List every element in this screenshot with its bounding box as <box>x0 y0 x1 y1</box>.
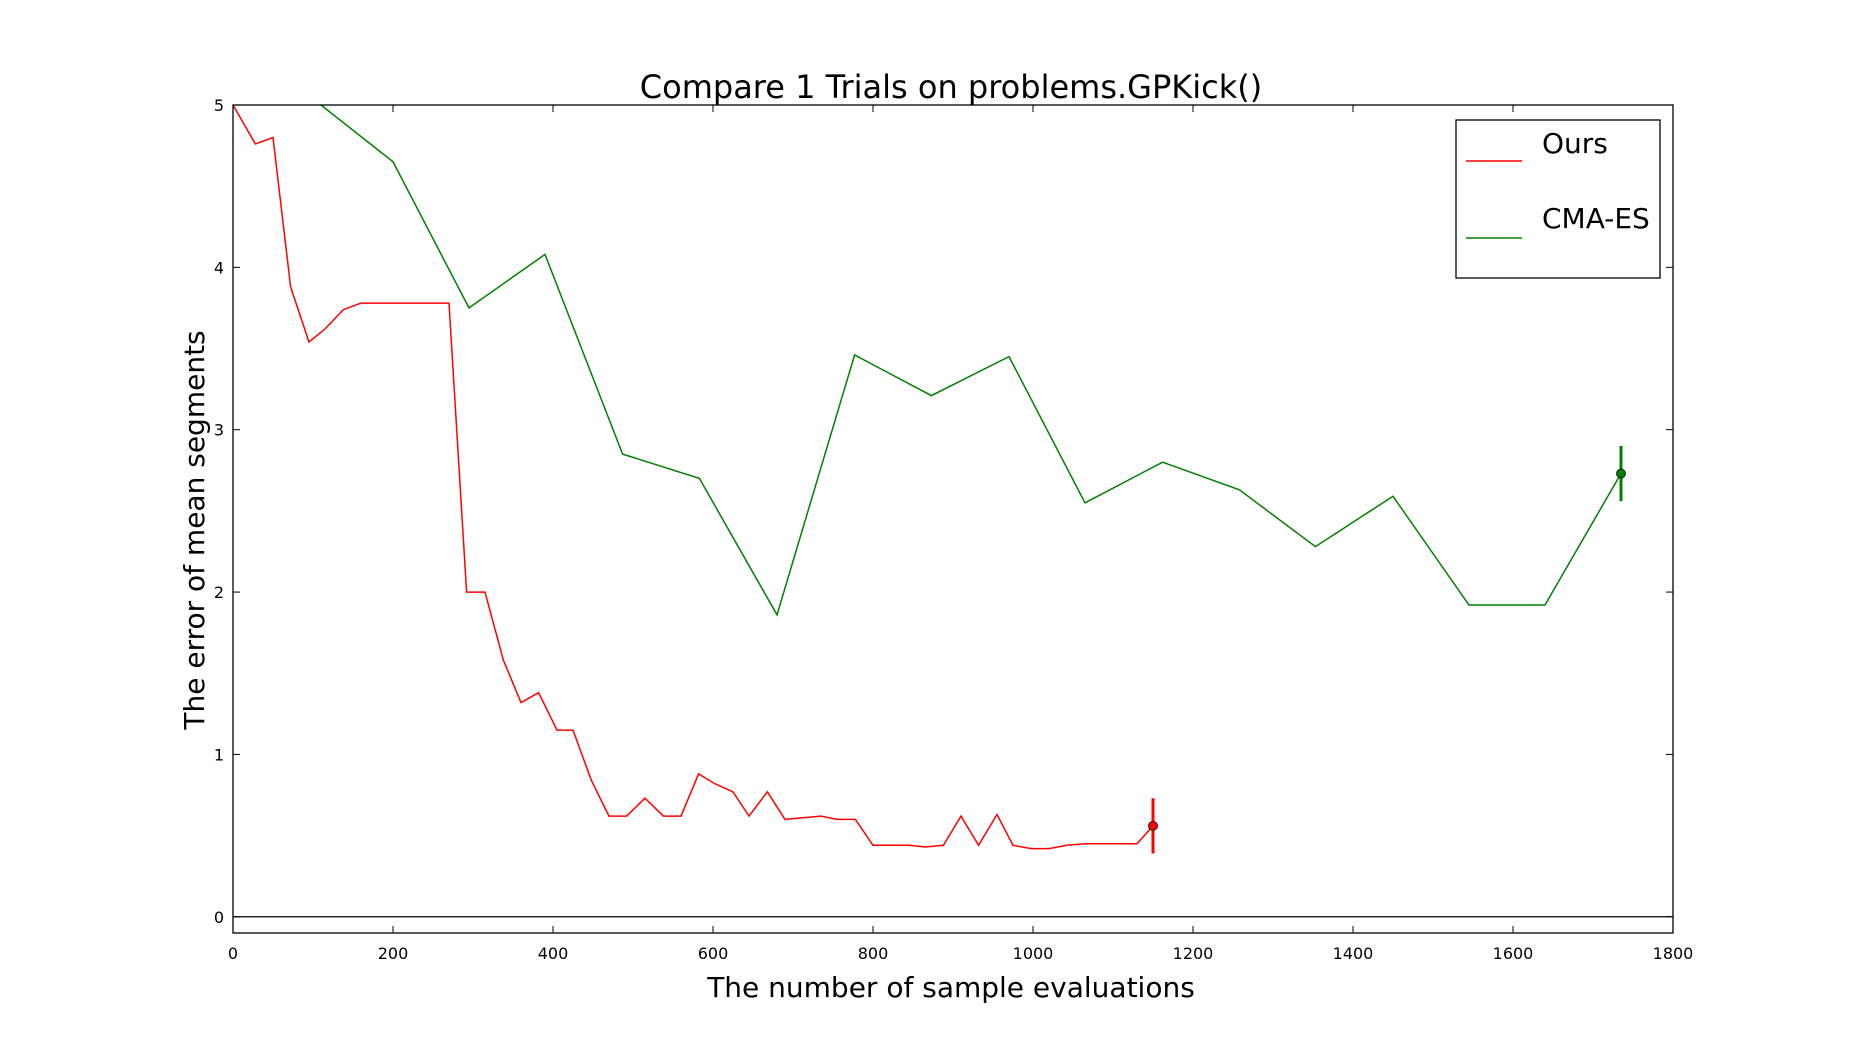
y-tick-label: 1 <box>214 745 224 764</box>
plot-area: 0 200 400 600 800 1000 1200 1400 1600 1800 0 1 2 3 4 5 <box>214 96 1694 963</box>
y-tick-label: 2 <box>214 583 224 602</box>
y-tick-label: 4 <box>214 258 224 277</box>
x-tick-label: 1600 <box>1493 944 1534 963</box>
legend-label-ours: Ours <box>1542 127 1608 160</box>
end-point-cma-es <box>1616 468 1626 479</box>
x-tick-label: 0 <box>228 944 238 963</box>
y-tick-label: 5 <box>214 96 224 115</box>
legend-box <box>1455 119 1661 279</box>
legend-label-cma-es: CMA-ES <box>1542 202 1650 235</box>
series-line-cma-es <box>320 105 1622 617</box>
x-tick-label: 1400 <box>1333 944 1374 963</box>
y-tick-label: 3 <box>214 421 224 440</box>
legend: Ours CMA-ES <box>1455 119 1661 279</box>
series-line-ours <box>233 105 1154 850</box>
ticks-layer: 0 200 400 600 800 1000 1200 1400 1600 1800 0 1 2 3 4 5 <box>214 96 1694 963</box>
y-tick-label: 0 <box>214 908 224 927</box>
x-tick-label: 400 <box>538 944 569 963</box>
x-tick-label: 1200 <box>1173 944 1214 963</box>
x-tick-label: 200 <box>378 944 409 963</box>
plot-frame <box>232 104 1674 934</box>
x-tick-label: 600 <box>698 944 729 963</box>
end-point-ours <box>1148 820 1158 831</box>
x-tick-label: 1000 <box>1013 944 1054 963</box>
series-layer <box>233 105 1622 850</box>
chart-title: Compare 1 Trials on problems.GPKick() <box>640 68 1262 106</box>
x-tick-label: 1800 <box>1653 944 1694 963</box>
x-tick-label: 800 <box>858 944 889 963</box>
x-axis-label: The number of sample evaluations <box>706 971 1195 1004</box>
y-axis-label: The error of mean segments <box>178 330 211 730</box>
